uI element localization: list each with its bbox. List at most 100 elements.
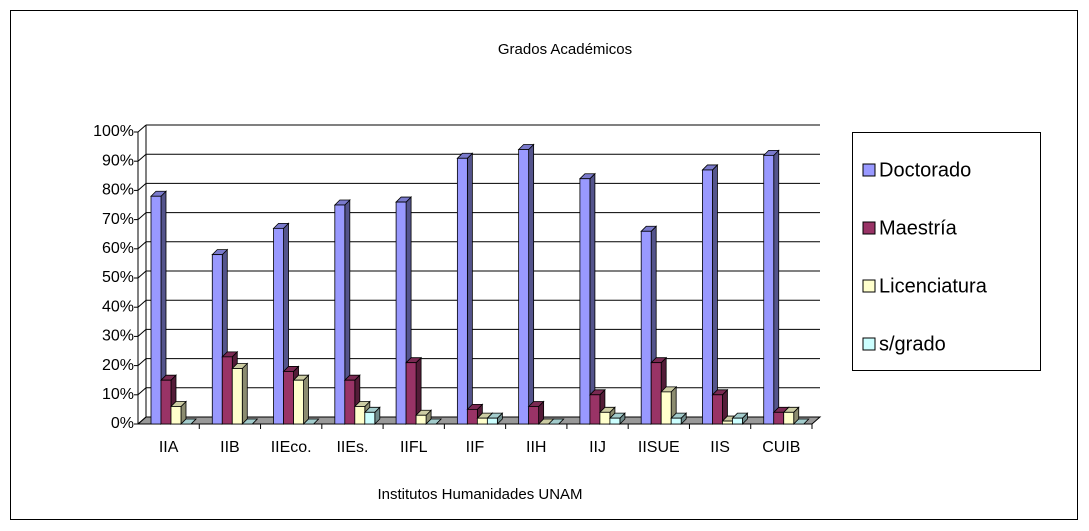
grid-line-side — [137, 299, 147, 308]
legend-label: Licenciatura — [879, 275, 988, 297]
bar — [405, 362, 417, 425]
bar-group — [588, 388, 606, 425]
bar-group — [170, 400, 187, 425]
y-tick-label: 10% — [102, 386, 134, 403]
x-tick-label: IISUE — [638, 439, 680, 456]
bar-group — [486, 412, 504, 425]
bar — [702, 169, 713, 425]
legend-swatch — [862, 279, 876, 293]
bar-group — [578, 172, 596, 425]
x-tick-label: IIB — [220, 439, 240, 456]
y-tick-label: 50% — [102, 269, 134, 286]
bar-group — [792, 418, 810, 425]
bar — [518, 149, 530, 425]
bar — [528, 406, 540, 425]
bar-side — [466, 152, 473, 425]
bar-group — [456, 152, 474, 425]
bar — [283, 371, 294, 425]
bar-group — [150, 190, 167, 425]
bar — [293, 379, 304, 425]
bar-group — [731, 412, 749, 425]
bar-group — [782, 406, 800, 425]
bar-group — [241, 418, 259, 425]
bar-top — [425, 418, 443, 425]
y-tick-label: 70% — [102, 211, 134, 228]
bar — [722, 420, 733, 425]
bar — [650, 362, 662, 425]
bar — [273, 227, 284, 425]
bar — [579, 178, 591, 425]
bar — [712, 394, 723, 425]
bar-group — [231, 362, 249, 425]
x-tick-label: IIEs. — [336, 439, 368, 456]
legend-swatch — [862, 337, 876, 351]
bar — [466, 408, 478, 425]
bar-top — [547, 418, 565, 425]
bar — [640, 230, 652, 425]
x-tick-label: IIJ — [589, 439, 606, 456]
y-tick-label: 40% — [102, 298, 134, 315]
bar — [609, 417, 621, 425]
bar-side — [712, 163, 718, 425]
bar — [221, 356, 233, 425]
bar-side — [773, 149, 780, 425]
x-tick-label: IIS — [710, 439, 730, 456]
legend-label: Maestría — [879, 217, 958, 239]
bar-group — [711, 388, 729, 425]
grid-line-side — [137, 270, 147, 279]
bar — [476, 417, 488, 425]
legend-swatch — [862, 163, 876, 177]
bar-group — [527, 400, 545, 425]
bar-group — [762, 149, 780, 425]
grid-line-side — [137, 212, 147, 220]
bar-group — [701, 163, 719, 425]
grid-line-side — [137, 241, 147, 250]
bar — [211, 254, 223, 425]
bar — [395, 201, 407, 425]
y-tick-label: 60% — [102, 240, 134, 257]
bar — [732, 417, 743, 425]
bar-group — [405, 356, 423, 425]
bar-group — [363, 406, 381, 425]
bar — [660, 391, 672, 425]
bar — [231, 368, 243, 425]
bar-side — [241, 362, 248, 425]
x-tick-label: IIA — [159, 439, 179, 456]
bar-side — [528, 143, 535, 425]
bar — [150, 195, 162, 425]
legend-label: Doctorado — [879, 159, 971, 181]
legend-swatch — [862, 221, 876, 235]
bar-top — [302, 418, 320, 425]
bar-group — [292, 374, 310, 425]
bar — [670, 417, 682, 425]
bar — [344, 379, 356, 425]
legend-label: s/grado — [879, 333, 946, 355]
bar-group — [670, 412, 688, 425]
bar — [334, 204, 346, 425]
y-tick-label: 20% — [102, 357, 134, 374]
bar-group — [180, 418, 197, 425]
bar — [783, 411, 795, 425]
x-tick-label: IIEco. — [271, 439, 312, 456]
bar — [599, 411, 611, 425]
bar — [486, 417, 498, 425]
bar-group — [608, 412, 626, 425]
grid-line-side — [137, 416, 147, 425]
legend — [852, 132, 1041, 371]
bar — [354, 406, 366, 425]
bar — [589, 394, 601, 425]
grid-line-side — [137, 153, 147, 162]
grid-line-side — [137, 358, 147, 366]
bar — [763, 154, 775, 425]
bar-group — [333, 199, 351, 425]
bar-group — [415, 409, 433, 425]
y-tick-label: 80% — [102, 182, 134, 199]
x-tick-label: CUIB — [762, 439, 800, 456]
x-axis-title: Institutos Humanidades UNAM — [377, 486, 582, 503]
bar-top — [180, 418, 197, 425]
bar-side — [303, 374, 309, 425]
y-tick-label: 90% — [102, 152, 134, 169]
grid-line-side — [137, 183, 147, 191]
chart-title: Grados Académicos — [498, 41, 632, 58]
grid-line-side — [137, 329, 147, 337]
